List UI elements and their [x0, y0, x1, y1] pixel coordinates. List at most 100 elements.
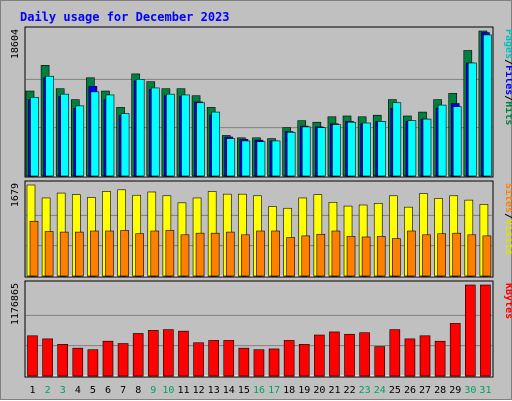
- day-label: 16: [253, 385, 265, 396]
- bar-pages: [256, 141, 266, 177]
- bar-kbytes: [193, 342, 204, 377]
- bar-sites: [165, 230, 175, 277]
- day-label: 27: [419, 385, 431, 396]
- bar-sites: [225, 231, 235, 277]
- bar-sites: [135, 233, 144, 277]
- bar-sites: [59, 231, 69, 277]
- bar-kbytes: [117, 343, 129, 377]
- bar-sites: [301, 235, 311, 277]
- bar-sites: [180, 234, 190, 277]
- bar-kbytes: [359, 332, 370, 377]
- series-label: Sites/Visits: [503, 183, 512, 255]
- bar-kbytes: [480, 284, 491, 377]
- day-label: 13: [208, 385, 220, 396]
- bar-pages: [120, 113, 130, 177]
- bar-sites: [392, 238, 401, 277]
- bar-pages: [150, 87, 160, 177]
- bar-pages: [452, 106, 462, 177]
- day-label: 2: [45, 385, 51, 396]
- day-label: 26: [404, 385, 416, 396]
- bar-kbytes: [132, 333, 144, 377]
- bar-sites: [482, 235, 492, 277]
- bar-kbytes: [178, 330, 189, 377]
- bar-pages: [60, 93, 69, 177]
- bar-sites: [105, 230, 114, 277]
- y-max-label: 1176865: [10, 283, 21, 325]
- bar-sites: [422, 234, 431, 277]
- bar-kbytes: [253, 349, 265, 377]
- day-label: 24: [374, 385, 386, 396]
- chart-title: Daily usage for December 2023: [20, 10, 230, 24]
- panel-kbytes: 1176865 KBytes: [10, 280, 512, 378]
- series-label-part: Hits: [503, 101, 512, 125]
- bar-pages: [377, 121, 387, 177]
- bar-sites: [241, 234, 250, 277]
- series-label-part: /: [503, 59, 512, 65]
- day-label: 31: [479, 385, 491, 396]
- bar-pages: [90, 91, 100, 177]
- day-label: 17: [268, 385, 280, 396]
- bar-pages: [332, 124, 341, 177]
- bar-pages: [286, 132, 296, 177]
- bar-kbytes: [42, 338, 53, 377]
- day-label: 14: [223, 385, 235, 396]
- series-label-part: KBytes: [503, 283, 512, 319]
- bar-kbytes: [449, 323, 461, 377]
- series-label-part: Pages: [503, 29, 512, 59]
- day-label: 23: [359, 385, 371, 396]
- day-label: 15: [238, 385, 250, 396]
- day-label: 6: [105, 385, 111, 396]
- day-label: 12: [193, 385, 205, 396]
- day-label: 9: [150, 385, 156, 396]
- bar-kbytes: [344, 333, 355, 377]
- series-label: Pages/Files/Hits: [503, 29, 512, 125]
- bar-pages: [226, 138, 236, 177]
- day-label: 11: [177, 385, 189, 396]
- series-label-part: Visits: [503, 219, 512, 255]
- day-label: 29: [449, 385, 461, 396]
- bar-kbytes: [223, 340, 235, 377]
- panel-visits-sites: 1679 Sites/Visits: [10, 180, 512, 278]
- bar-sites: [195, 232, 205, 277]
- bar-pages: [241, 140, 251, 177]
- bar-pages: [301, 126, 311, 177]
- bar-sites: [361, 236, 371, 277]
- bar-sites: [44, 231, 54, 277]
- bar-pages: [30, 96, 39, 177]
- bar-kbytes: [389, 329, 401, 377]
- bar-sites: [316, 233, 326, 277]
- bar-pages: [105, 94, 115, 177]
- day-label: 1: [30, 385, 36, 396]
- bar-pages: [362, 122, 371, 177]
- bar-sites: [437, 233, 446, 277]
- bar-sites: [467, 234, 477, 277]
- bar-sites: [150, 230, 160, 277]
- bar-pages: [347, 121, 356, 177]
- bar-kbytes: [238, 347, 250, 377]
- bar-pages: [271, 140, 281, 177]
- bar-pages: [45, 75, 54, 177]
- day-label: 19: [298, 385, 310, 396]
- day-label: 7: [120, 385, 126, 396]
- series-label-part: Sites: [503, 183, 512, 213]
- bar-pages: [196, 102, 205, 177]
- day-label: 20: [313, 385, 325, 396]
- bar-kbytes: [163, 329, 174, 377]
- bar-sites: [210, 232, 220, 277]
- bar-kbytes: [27, 335, 38, 377]
- day-label: 21: [328, 385, 340, 396]
- chart-panels: 18604Pages/Files/Hits1679Sites/Visits117…: [10, 26, 512, 378]
- bar-kbytes: [87, 349, 99, 377]
- bar-pages: [407, 120, 417, 177]
- bar-sites: [29, 220, 39, 277]
- bar-sites: [407, 230, 416, 277]
- bar-kbytes: [102, 340, 114, 377]
- bar-sites: [256, 230, 265, 277]
- bar-pages: [135, 79, 145, 177]
- bar-sites: [376, 236, 386, 277]
- bar-pages: [392, 102, 402, 177]
- bar-pages: [166, 93, 175, 177]
- day-label: 3: [60, 385, 66, 396]
